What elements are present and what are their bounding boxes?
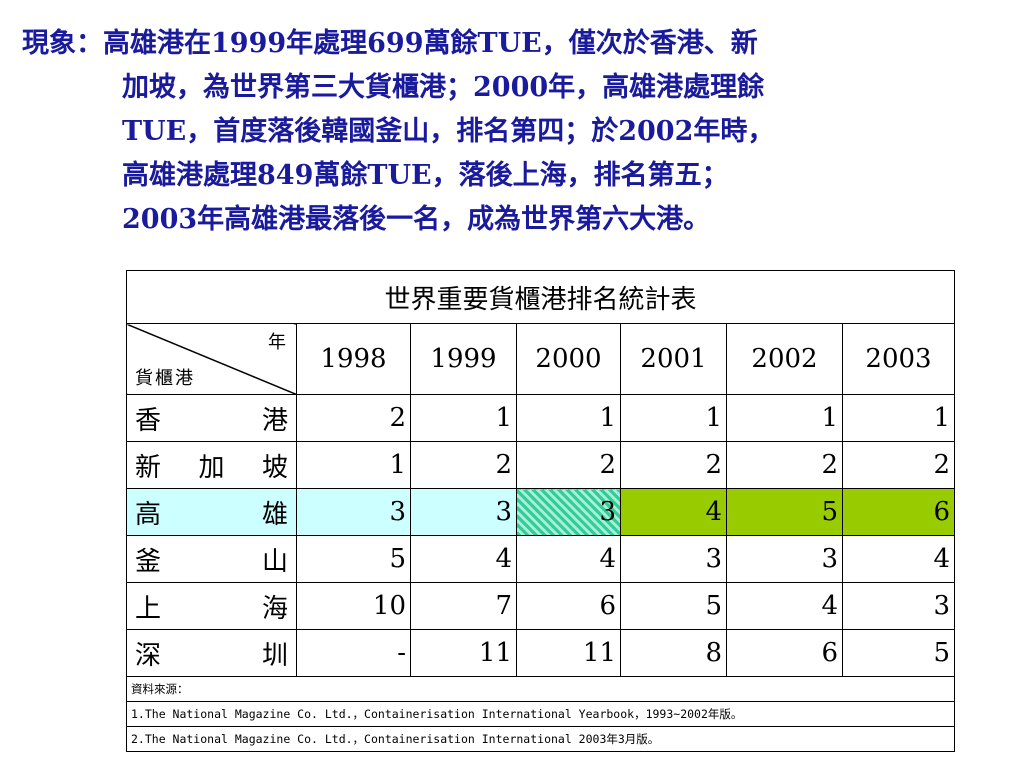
- rank-cell: 1: [296, 441, 411, 489]
- table-row: 釜山 5 4 4 3 3 4: [126, 535, 955, 583]
- table-row: 上海 10 7 6 5 4 3: [126, 582, 955, 630]
- port-name: 釜山: [126, 535, 297, 583]
- port-name: 深圳: [126, 629, 297, 677]
- intro-paragraph: 現象：高雄港在1999年處理699萬餘TUE，僅次於香港、新 加坡，為世界第三大…: [22, 22, 1007, 242]
- rank-cell: 1: [620, 394, 727, 442]
- rank-cell: -: [296, 629, 411, 677]
- rank-cell: 2: [296, 394, 411, 442]
- year-header: 1998: [296, 323, 411, 395]
- table-row: 新加坡 1 2 2 2 2 2: [126, 441, 955, 489]
- rank-cell: 3: [410, 488, 517, 536]
- rank-cell: 1: [726, 394, 843, 442]
- year-header: 2001: [620, 323, 727, 395]
- port-name: 上海: [126, 582, 297, 630]
- rank-cell: 4: [726, 582, 843, 630]
- intro-line: 加坡，為世界第三大貨櫃港；2000年，高雄港處理餘: [122, 72, 765, 103]
- rank-cell: 3: [842, 582, 955, 630]
- rank-cell: 5: [620, 582, 727, 630]
- source-note-2: 2.The National Magazine Co. Ltd.，Contain…: [126, 726, 955, 752]
- rank-cell: 3: [726, 535, 843, 583]
- rank-cell: 5: [296, 535, 411, 583]
- rank-cell: 1: [842, 394, 955, 442]
- rank-cell: 3: [620, 535, 727, 583]
- rank-cell: 4: [516, 535, 621, 583]
- year-header: 1999: [410, 323, 517, 395]
- rank-cell: 2: [410, 441, 517, 489]
- rank-cell: 11: [410, 629, 517, 677]
- rank-cell: 3: [516, 488, 621, 536]
- corner-port-label: 貨櫃港: [135, 368, 195, 389]
- port-ranking-table: 世界重要貨櫃港排名統計表 年 貨櫃港 1998 1999 2000 2001 2…: [126, 270, 955, 752]
- rank-cell: 5: [726, 488, 843, 536]
- rank-cell: 6: [516, 582, 621, 630]
- source-heading: 資料來源：: [126, 676, 955, 702]
- port-name: 香港: [126, 394, 297, 442]
- rank-cell: 1: [410, 394, 517, 442]
- corner-header-cell: 年 貨櫃港: [126, 323, 297, 395]
- rank-cell: 5: [842, 629, 955, 677]
- rank-cell: 2: [516, 441, 621, 489]
- rank-cell: 6: [842, 488, 955, 536]
- intro-line: 高雄港處理849萬餘TUE，落後上海，排名第五；: [122, 160, 729, 191]
- rank-cell: 2: [726, 441, 843, 489]
- table-row: 香港 2 1 1 1 1 1: [126, 394, 955, 442]
- rank-cell: 2: [620, 441, 727, 489]
- rank-cell: 4: [842, 535, 955, 583]
- rank-cell: 6: [726, 629, 843, 677]
- source-note-1: 1.The National Magazine Co. Ltd.，Contain…: [126, 701, 955, 727]
- table-row: 深圳 - 11 11 8 6 5: [126, 629, 955, 677]
- rank-cell: 10: [296, 582, 411, 630]
- table-header-row: 年 貨櫃港 1998 1999 2000 2001 2002 2003: [126, 323, 955, 395]
- rank-cell: 1: [516, 394, 621, 442]
- intro-line: TUE，首度落後韓國釜山，排名第四；於2002年時，: [122, 116, 775, 147]
- table-row-kaohsiung: 高雄 3 3 3 4 5 6: [126, 488, 955, 536]
- port-name: 新加坡: [126, 441, 297, 489]
- rank-cell: 4: [410, 535, 517, 583]
- rank-cell: 7: [410, 582, 517, 630]
- intro-line: 2003年高雄港最落後一名，成為世界第六大港。: [122, 204, 711, 235]
- rank-cell: 8: [620, 629, 727, 677]
- rank-cell: 4: [620, 488, 727, 536]
- rank-cell: 2: [842, 441, 955, 489]
- port-name: 高雄: [126, 488, 297, 536]
- table-title: 世界重要貨櫃港排名統計表: [126, 270, 955, 324]
- year-header: 2002: [726, 323, 843, 395]
- corner-year-label: 年: [268, 332, 286, 353]
- year-header: 2003: [842, 323, 955, 395]
- rank-cell: 3: [296, 488, 411, 536]
- rank-cell: 11: [516, 629, 621, 677]
- year-header: 2000: [516, 323, 621, 395]
- intro-line: 現象：高雄港在1999年處理699萬餘TUE，僅次於香港、新: [22, 28, 758, 59]
